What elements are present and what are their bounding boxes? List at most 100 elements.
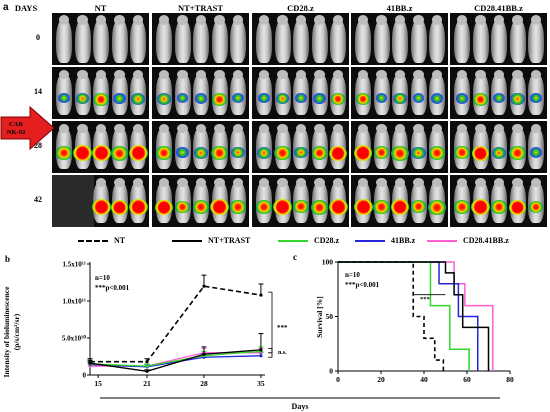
- mouse: [211, 15, 228, 63]
- bioluminescence-signal: [258, 93, 270, 103]
- panel-b-stat-p: ***p<0.001: [95, 284, 130, 292]
- panel-c-x-tick-label: 60: [463, 375, 471, 384]
- panel-b-plot: 0 5.0x10¹⁰ 1.0x10¹¹ 1.5x10¹¹ 15 21 28 35: [62, 261, 273, 388]
- legend-item: CD28.41BB.z: [427, 236, 509, 245]
- mouse-image: [450, 175, 547, 227]
- bioluminescence-signal: [353, 199, 373, 216]
- bioluminescence-signal: [275, 93, 290, 105]
- bioluminescence-signal: [130, 93, 146, 106]
- bioluminescence-signal: [310, 199, 329, 215]
- bioluminescence-signal: [472, 93, 489, 106]
- group-header: NT+TRAST: [178, 3, 223, 13]
- data-point: [259, 354, 263, 358]
- bioluminescence-signal: [55, 146, 73, 160]
- bioluminescence-signal: [211, 145, 228, 161]
- mouse-image: [450, 121, 547, 173]
- bioluminescence-signal: [393, 93, 407, 105]
- panel-c-x-tick-label: 0: [336, 375, 340, 384]
- mouse: [429, 15, 445, 63]
- mouse-image: [52, 121, 149, 173]
- panel-b-y-tick-label: 1.0x10¹¹: [63, 298, 86, 306]
- legend-label: NT: [114, 236, 126, 245]
- bioluminescence-signal: [428, 146, 446, 160]
- bioluminescence-signal: [211, 93, 228, 106]
- panel-b-x-tick-label: 35: [257, 379, 265, 388]
- data-point: [88, 360, 92, 364]
- bioluminescence-signal: [176, 93, 189, 103]
- x-axis-label-days: Days: [292, 402, 309, 411]
- day-label: 28: [34, 141, 42, 150]
- bioluminescence-signal: [91, 145, 111, 162]
- panel-c-y-tick-label: 100: [322, 258, 334, 267]
- bioluminescence-signal: [471, 145, 490, 161]
- legend-label: NT+TRAST: [208, 236, 251, 245]
- panel-c-y-tick-label: 0: [329, 367, 333, 376]
- bioluminescence-signal: [231, 146, 245, 159]
- survival-curve: [338, 261, 494, 371]
- mouse: [330, 15, 346, 63]
- mouse-image: [351, 67, 448, 119]
- bioluminescence-signal: [411, 146, 426, 159]
- bioluminescence-signal: [194, 93, 208, 104]
- data-point: [202, 284, 206, 288]
- mouse: [392, 15, 408, 63]
- panel-c-x-tick-label: 40: [420, 375, 428, 384]
- bioluminescence-signal: [110, 199, 129, 215]
- bioluminescence-signal: [176, 147, 189, 158]
- panel-a-letter: a: [3, 2, 9, 13]
- data-point: [145, 369, 149, 373]
- bioluminescence-signal: [210, 199, 229, 216]
- mouse-image: [351, 175, 448, 227]
- bioluminescence-signal: [491, 146, 507, 159]
- mouse-image: [252, 121, 349, 173]
- bioluminescence-signal: [156, 146, 172, 160]
- car-nk92-arrow: CAR NK-92: [0, 105, 55, 151]
- mouse-image: [252, 67, 349, 119]
- mouse-image: [52, 13, 149, 65]
- group-header: NT: [94, 3, 107, 13]
- panel-b-letter: b: [5, 254, 10, 264]
- panel-b-stat-n: n=10: [95, 274, 110, 282]
- group-header: CD28.41BB.z: [474, 3, 523, 13]
- survival-curve: [338, 261, 490, 371]
- bioluminescence-signal: [274, 145, 291, 161]
- legend-label: 41BB.z: [391, 236, 416, 245]
- mouse: [74, 15, 91, 63]
- bioluminescence-signal: [311, 146, 328, 160]
- mouse: [56, 15, 72, 63]
- arrow-shape: [0, 105, 55, 151]
- panel-c-plot: 0 50 100 0 20 40 60 80: [322, 258, 514, 385]
- mouse-image: [152, 121, 249, 173]
- bioluminescence-signal: [530, 93, 542, 103]
- bioluminescence-signal: [193, 146, 209, 160]
- mouse: [274, 15, 291, 63]
- data-point: [259, 348, 263, 352]
- charts-area: b c Intensity of bioluminescence (p/s/cm…: [2, 252, 514, 411]
- bioluminescence-signal: [493, 93, 505, 104]
- bioluminescence-signal: [373, 200, 390, 214]
- bioluminescence-signal: [510, 93, 525, 105]
- bioluminescence-signal: [73, 145, 92, 162]
- panel-b-ylabel-line1: Intensity of bioluminescence: [2, 286, 11, 378]
- day-label: 0: [36, 33, 40, 42]
- mouse: [410, 15, 427, 63]
- panel-b-sig-bracket: [268, 291, 273, 354]
- bioluminescence-signal: [353, 145, 373, 162]
- mouse: [174, 15, 191, 63]
- bioluminescence-signal: [508, 199, 527, 215]
- bioluminescence-signal: [155, 199, 173, 215]
- panel-b-y-tick-label: 0: [83, 372, 87, 380]
- bioluminescence-signal: [255, 200, 273, 214]
- mouse-image: [450, 67, 547, 119]
- bioluminescence-signal: [113, 93, 126, 104]
- mouse: [193, 15, 209, 63]
- mouse-image: [152, 67, 249, 119]
- legend-item: NT+TRAST: [172, 236, 250, 245]
- panel-b-y-tick-label: 5.0x10¹⁰: [62, 335, 86, 343]
- mouse: [93, 15, 109, 63]
- mouse-image: [351, 121, 448, 173]
- bioluminescence-signal: [428, 199, 446, 215]
- legend-item: NT: [78, 236, 125, 245]
- bioluminescence-signal: [328, 199, 348, 216]
